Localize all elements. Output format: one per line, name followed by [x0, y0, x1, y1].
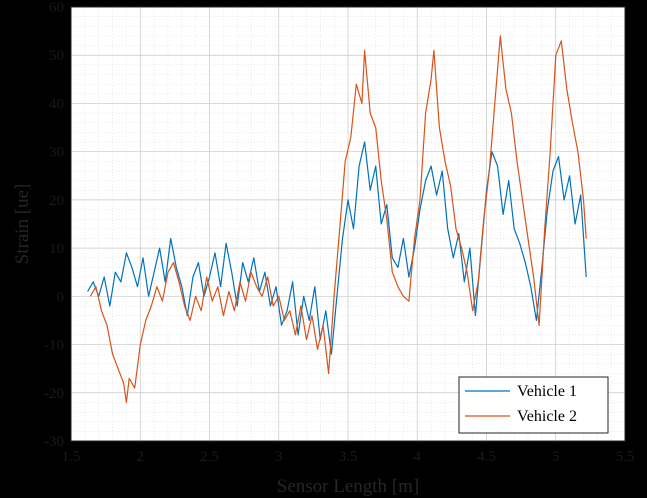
x-tick-label: 2.5 [200, 449, 219, 465]
x-tick-label: 1.5 [62, 449, 81, 465]
x-tick-label: 3.5 [339, 449, 358, 465]
y-tick-label: -10 [44, 338, 64, 354]
series-line-vehicle-1 [87, 141, 587, 355]
series-layer [87, 35, 587, 403]
x-tick-label: 3 [275, 449, 283, 465]
y-tick-label: 40 [49, 96, 64, 112]
y-tick-label: 10 [49, 241, 64, 257]
y-tick-label: 60 [49, 0, 64, 16]
y-tick-label: 20 [49, 193, 64, 209]
plot-border [70, 6, 626, 442]
x-axis-ticks: 1.5 2 2.5 3 3.5 4 4.5 5 5.5 [62, 449, 635, 465]
y-tick-label: -20 [44, 386, 64, 402]
legend-label-vehicle-2: Vehicle 2 [517, 408, 577, 425]
y-axis-label: Strain [ue] [12, 184, 33, 265]
x-tick-label: 4 [414, 449, 422, 465]
y-axis-ticks: -30 -20 -10 0 10 20 30 40 50 60 [44, 0, 64, 450]
y-tick-label: 0 [57, 289, 65, 305]
series-line-vehicle-2 [89, 35, 587, 403]
x-tick-label: 4.5 [477, 449, 496, 465]
x-tick-label: 5 [552, 449, 560, 465]
x-axis-label: Sensor Length [m] [277, 476, 419, 497]
y-tick-label: 30 [49, 145, 64, 161]
y-tick-label: -30 [44, 434, 64, 450]
x-tick-label: 5.5 [616, 449, 635, 465]
legend: Vehicle 1 Vehicle 2 [458, 376, 609, 434]
legend-label-vehicle-1: Vehicle 1 [517, 383, 577, 400]
x-tick-label: 2 [137, 449, 145, 465]
legend-box [458, 376, 609, 434]
y-tick-label: 50 [49, 48, 64, 64]
